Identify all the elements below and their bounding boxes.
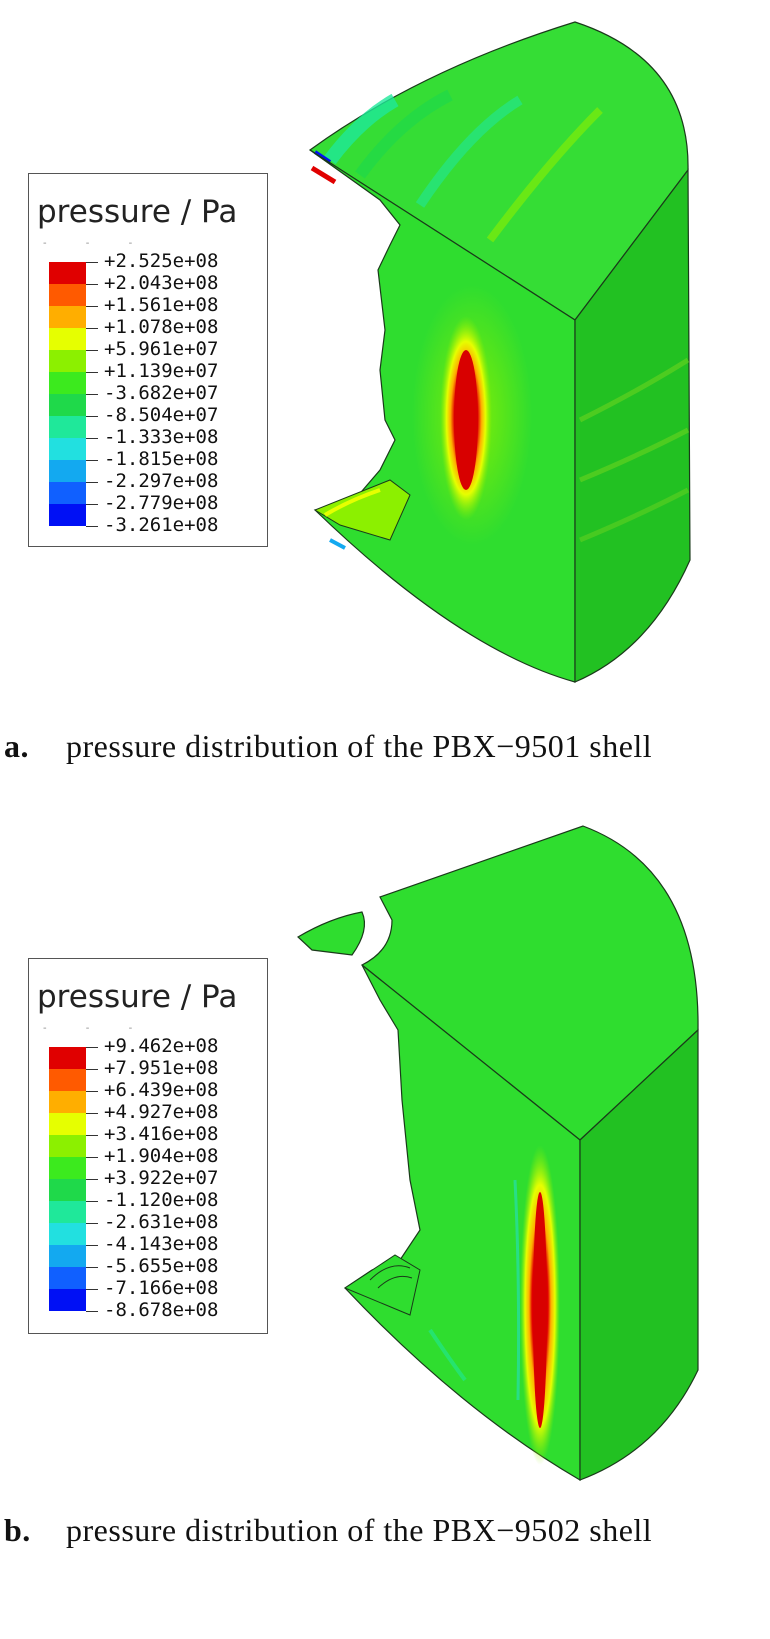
legend-swatch bbox=[49, 394, 86, 416]
legend-swatch bbox=[49, 438, 86, 460]
caption-letter: a. bbox=[4, 728, 29, 764]
legend-title: pressure / Pa bbox=[37, 194, 238, 230]
legend-tick bbox=[86, 1201, 98, 1202]
legend-tick bbox=[86, 504, 98, 505]
legend-swatch bbox=[49, 1113, 86, 1135]
legend-swatch bbox=[49, 416, 86, 438]
legend-dots: - - - bbox=[43, 1023, 151, 1034]
legend-tick bbox=[86, 460, 98, 461]
legend-swatch bbox=[49, 1223, 86, 1245]
legend-value: -2.631e+08 bbox=[104, 1211, 219, 1233]
legend-value: -4.143e+08 bbox=[104, 1233, 219, 1255]
legend-swatch bbox=[49, 284, 86, 306]
legend-tick bbox=[86, 1113, 98, 1114]
shell-model-b bbox=[297, 825, 699, 1482]
caption-letter: b. bbox=[4, 1512, 31, 1548]
legend-value: -3.682e+07 bbox=[104, 382, 219, 404]
legend-swatch bbox=[49, 372, 86, 394]
legend-value: +1.904e+08 bbox=[104, 1145, 219, 1167]
legend-swatch bbox=[49, 1245, 86, 1267]
legend-value: -3.261e+08 bbox=[104, 514, 219, 536]
legend-tick bbox=[86, 350, 98, 351]
legend-tick bbox=[86, 1135, 98, 1136]
caption-text: pressure distribution of the PBX−9501 sh… bbox=[66, 728, 653, 764]
legend-tick bbox=[86, 372, 98, 373]
legend-value: +6.439e+08 bbox=[104, 1079, 219, 1101]
legend-swatch bbox=[49, 1069, 86, 1091]
legend-value: +7.951e+08 bbox=[104, 1057, 219, 1079]
legend-swatch bbox=[49, 460, 86, 482]
legend-swatch bbox=[49, 1267, 86, 1289]
legend-value: -5.655e+08 bbox=[104, 1255, 219, 1277]
legend-tick bbox=[86, 1157, 98, 1158]
legend-value: -7.166e+08 bbox=[104, 1277, 219, 1299]
legend-value: -8.678e+08 bbox=[104, 1299, 219, 1321]
legend-value: -2.297e+08 bbox=[104, 470, 219, 492]
legend-tick bbox=[86, 438, 98, 439]
color-legend-b: pressure / Pa - - - +9.462e+08 +7.951e+08… bbox=[28, 958, 268, 1334]
legend-tick bbox=[86, 394, 98, 395]
legend-tick bbox=[86, 1311, 98, 1312]
legend-swatch bbox=[49, 262, 86, 284]
legend-value: +3.416e+08 bbox=[104, 1123, 219, 1145]
legend-value: -2.779e+08 bbox=[104, 492, 219, 514]
legend-dots: - - - bbox=[43, 238, 151, 249]
panel-b: pressure / Pa - - - +9.462e+08 +7.951e+08… bbox=[0, 800, 770, 1639]
legend-tick bbox=[86, 328, 98, 329]
legend-swatch bbox=[49, 482, 86, 504]
shell-model-a bbox=[308, 21, 691, 683]
legend-value: -1.333e+08 bbox=[104, 426, 219, 448]
legend-value: -8.504e+07 bbox=[104, 404, 219, 426]
legend-tick bbox=[86, 1245, 98, 1246]
legend-value: +1.078e+08 bbox=[104, 316, 219, 338]
legend-tick bbox=[86, 306, 98, 307]
legend-tick bbox=[86, 1179, 98, 1180]
legend-value: +4.927e+08 bbox=[104, 1101, 219, 1123]
color-legend-a: pressure / Pa - - - +2.525e+08 +2.043e+08… bbox=[28, 173, 268, 547]
legend-value: +9.462e+08 bbox=[104, 1035, 219, 1057]
legend-value: -1.815e+08 bbox=[104, 448, 219, 470]
legend-swatch bbox=[49, 350, 86, 372]
legend-value: +1.561e+08 bbox=[104, 294, 219, 316]
legend-swatch bbox=[49, 1047, 86, 1069]
legend-swatch bbox=[49, 504, 86, 526]
legend-tick bbox=[86, 482, 98, 483]
legend-tick bbox=[86, 526, 98, 527]
legend-value: -1.120e+08 bbox=[104, 1189, 219, 1211]
panel-a: pressure / Pa - - - +2.525e+08 +2.043e+08… bbox=[0, 0, 770, 800]
legend-tick bbox=[86, 262, 98, 263]
legend-value: +5.961e+07 bbox=[104, 338, 219, 360]
legend-swatch bbox=[49, 1157, 86, 1179]
legend-swatch bbox=[49, 1135, 86, 1157]
legend-tick bbox=[86, 1223, 98, 1224]
top-face-b bbox=[360, 825, 699, 1141]
legend-swatch bbox=[49, 328, 86, 350]
side-face-b bbox=[579, 1028, 699, 1481]
legend-tick bbox=[86, 1289, 98, 1290]
side-face-a bbox=[574, 168, 691, 683]
legend-swatch bbox=[49, 1091, 86, 1113]
legend-swatch bbox=[49, 306, 86, 328]
caption-text: pressure distribution of the PBX−9502 sh… bbox=[66, 1512, 653, 1548]
legend-tick bbox=[86, 416, 98, 417]
legend-swatch bbox=[49, 1289, 86, 1311]
legend-value: +3.922e+07 bbox=[104, 1167, 219, 1189]
legend-swatch bbox=[49, 1201, 86, 1223]
legend-swatch bbox=[49, 1179, 86, 1201]
legend-value: +1.139e+07 bbox=[104, 360, 219, 382]
legend-value: +2.043e+08 bbox=[104, 272, 219, 294]
legend-tick bbox=[86, 284, 98, 285]
legend-title: pressure / Pa bbox=[37, 979, 238, 1015]
legend-tick bbox=[86, 1267, 98, 1268]
fragment-b bbox=[297, 911, 365, 956]
legend-tick bbox=[86, 1091, 98, 1092]
legend-value: +2.525e+08 bbox=[104, 250, 219, 272]
legend-tick bbox=[86, 1047, 98, 1048]
legend-tick bbox=[86, 1069, 98, 1070]
